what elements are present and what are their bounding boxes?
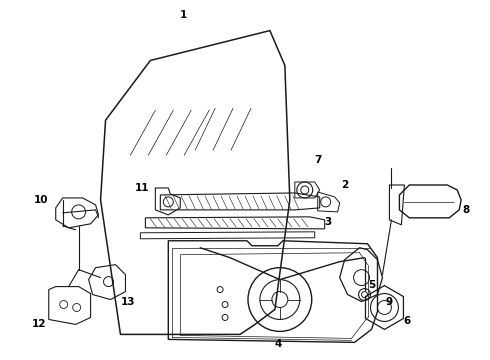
Text: 4: 4 xyxy=(274,339,282,349)
Text: 8: 8 xyxy=(463,205,470,215)
Text: 10: 10 xyxy=(33,195,48,205)
Text: 12: 12 xyxy=(31,319,46,329)
Text: 3: 3 xyxy=(324,217,331,227)
Text: 6: 6 xyxy=(404,316,411,327)
Text: 5: 5 xyxy=(368,280,375,289)
Text: 11: 11 xyxy=(135,183,149,193)
Text: 9: 9 xyxy=(386,297,393,306)
Text: 2: 2 xyxy=(341,180,348,190)
Text: 13: 13 xyxy=(121,297,136,306)
Text: 7: 7 xyxy=(314,155,321,165)
Text: 1: 1 xyxy=(180,10,187,20)
